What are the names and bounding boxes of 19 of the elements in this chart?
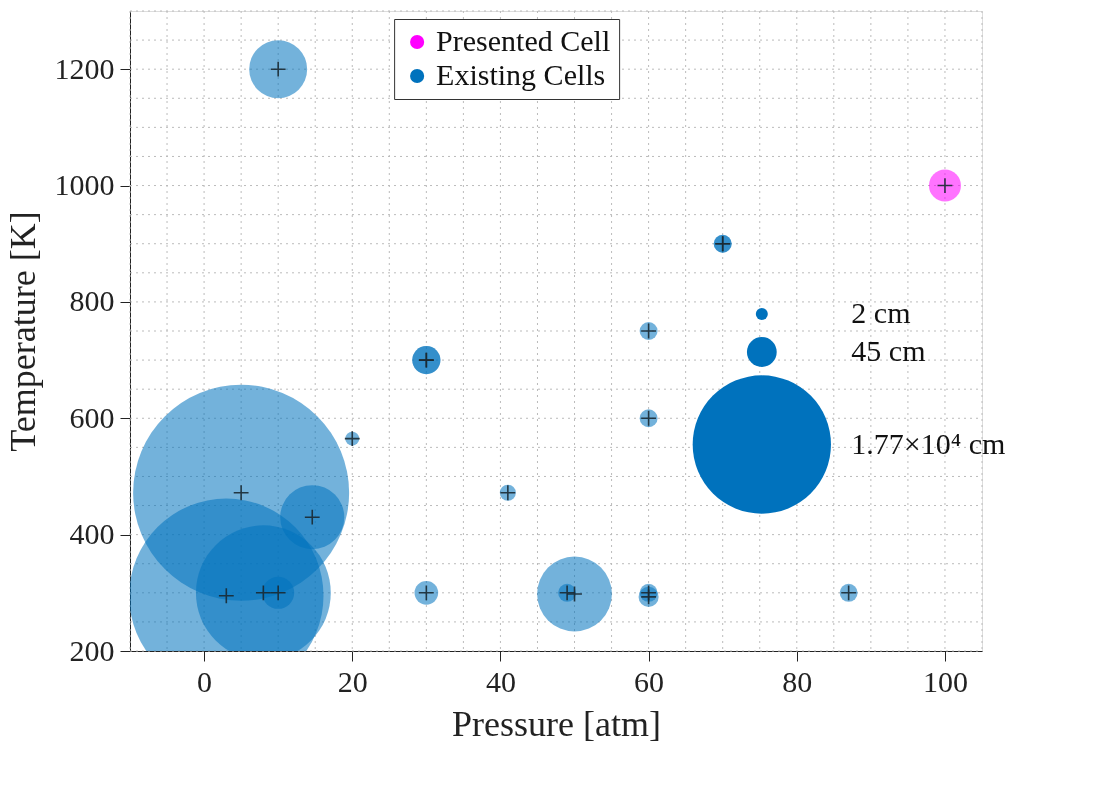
legend-label: 1.77×10⁴ cm: [851, 426, 1006, 460]
legend-label: 2 cm: [851, 296, 911, 329]
x-tick-label: 0: [197, 664, 213, 698]
y-tick-label: 200: [69, 633, 115, 667]
y-axis-title: Temperature [K]: [2, 211, 43, 452]
y-tick-label: 600: [69, 400, 115, 434]
x-tick-label: 20: [337, 664, 368, 698]
y-tick-label: 1000: [54, 168, 115, 202]
legend-label: 45 cm: [851, 334, 926, 367]
x-tick-label: 80: [782, 664, 813, 698]
y-tick-label: 800: [69, 284, 115, 318]
y-tick-label: 400: [69, 517, 115, 551]
x-tick-label: 40: [485, 664, 516, 698]
x-tick-label: 100: [922, 664, 968, 698]
x-axis-title: Pressure [atm]: [452, 703, 661, 744]
y-tick-label: 1200: [54, 51, 115, 85]
legend-label: Presented Cell: [436, 24, 611, 57]
x-tick-label: 60: [634, 664, 665, 698]
legend-label: Existing Cells: [436, 58, 606, 91]
